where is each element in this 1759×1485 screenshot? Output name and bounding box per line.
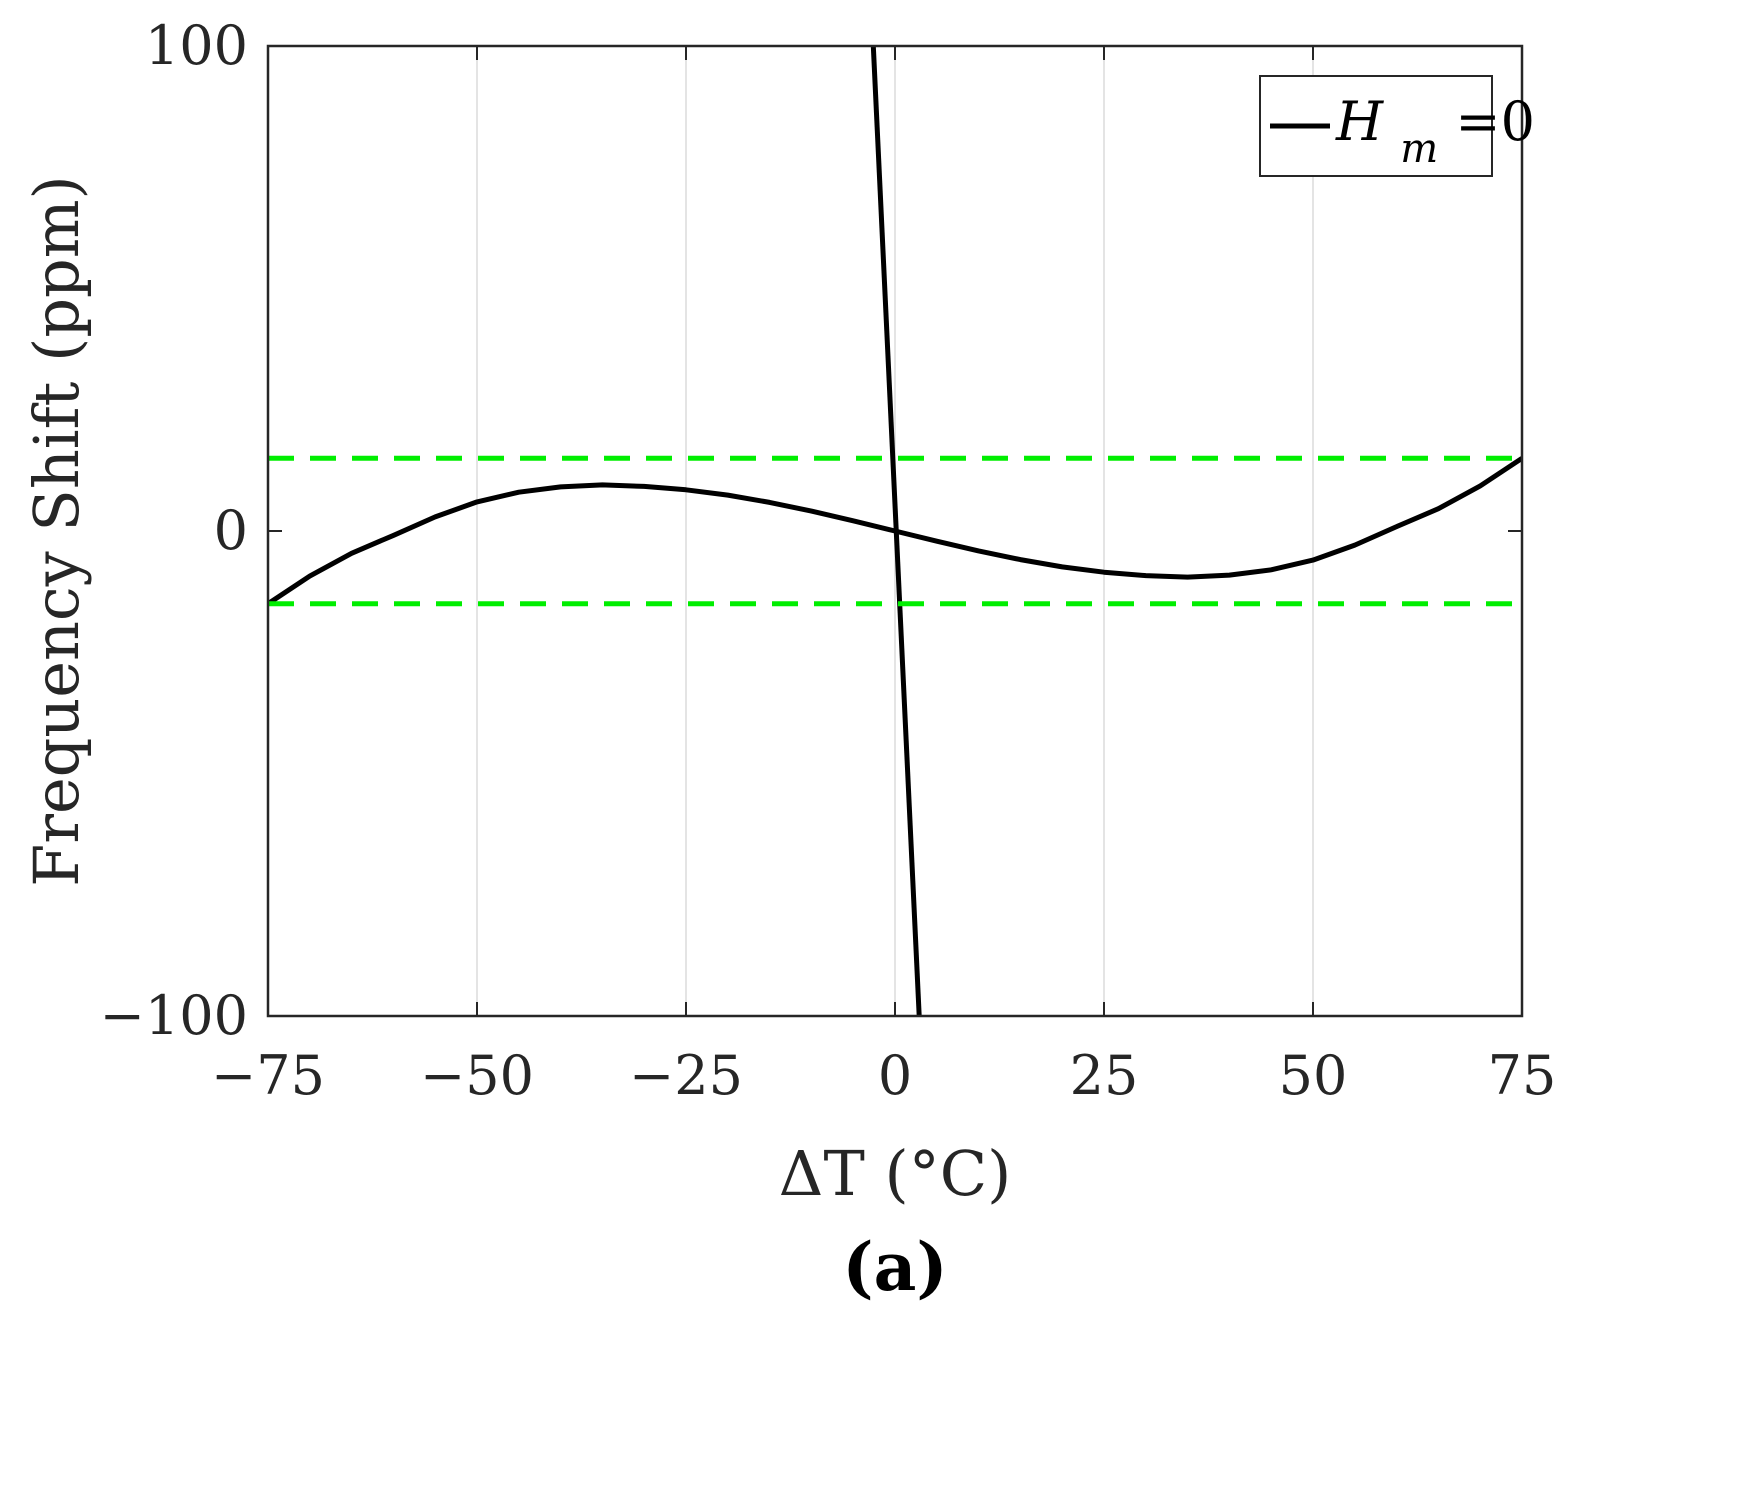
axis-ticks [267, 45, 1523, 1017]
x-tick-label-2: −25 [629, 1044, 743, 1107]
y-tick-label-1: 0 [214, 499, 248, 562]
legend-label-main: H [1335, 90, 1384, 153]
y-tick-labels: −100 0 100 [100, 14, 248, 1047]
y-tick-label-2: 100 [145, 14, 248, 77]
legend-entry-label: H m =0 [1335, 90, 1535, 175]
x-tick-label-1: −50 [420, 1044, 534, 1107]
legend: H m =0 [1259, 75, 1535, 177]
x-tick-label-6: 75 [1488, 1044, 1557, 1107]
x-tick-label-0: −75 [211, 1044, 325, 1107]
x-tick-label-4: 25 [1070, 1044, 1139, 1107]
y-axis-label: Frequency Shift (ppm) [20, 175, 93, 886]
x-tick-label-3: 0 [878, 1044, 912, 1107]
x-axis-label: ΔT (°C) [779, 1137, 1012, 1210]
legend-label-tail: =0 [1455, 90, 1535, 153]
panel-label: (a) [842, 1228, 947, 1306]
y-tick-label-0: −100 [100, 984, 248, 1047]
x-tick-label-5: 50 [1279, 1044, 1348, 1107]
series-layer [268, 46, 1522, 1016]
legend-label-sub: m [1400, 126, 1438, 172]
series-line-1 [870, 46, 922, 1016]
x-tick-labels: −75 −50 −25 0 25 50 75 [211, 1044, 1556, 1107]
